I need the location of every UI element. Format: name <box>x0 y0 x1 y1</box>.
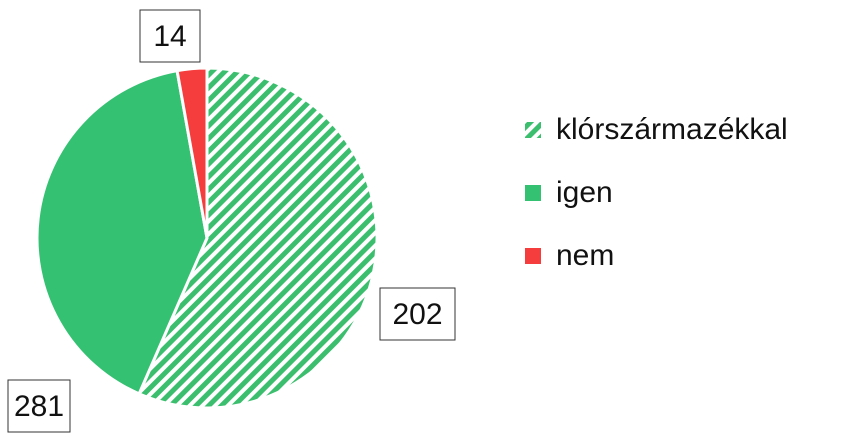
pie-slice <box>35 68 209 396</box>
legend-swatch <box>525 248 541 264</box>
data-label-box <box>139 9 201 63</box>
pie-slice <box>175 66 209 239</box>
legend-label: igen <box>556 176 613 209</box>
data-label-box <box>379 287 456 341</box>
legend-swatch <box>525 122 541 138</box>
data-label: 202 <box>392 298 442 331</box>
legend-swatch <box>525 185 541 201</box>
pie-slice <box>137 66 379 410</box>
legend-label: nem <box>556 239 614 272</box>
data-label: 281 <box>14 390 64 423</box>
legend-label: klórszármazékkal <box>556 113 788 146</box>
data-label: 14 <box>153 20 186 53</box>
data-label-box <box>7 379 71 433</box>
